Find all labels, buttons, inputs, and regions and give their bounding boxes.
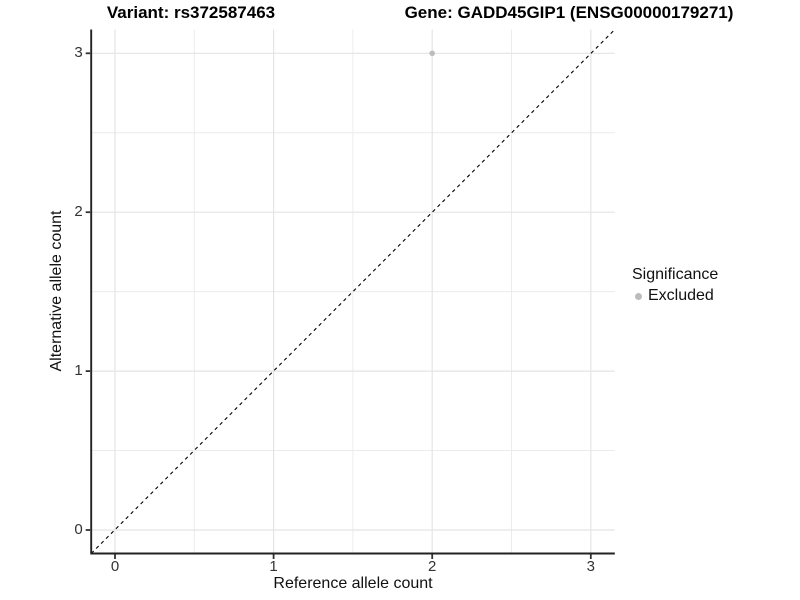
data-points	[429, 50, 436, 57]
y-axis-title: Alternative allele count	[48, 210, 65, 372]
data-point	[429, 50, 436, 57]
y-tick-label: 3	[74, 44, 83, 62]
axis-lines	[90, 29, 615, 555]
major-gridlines	[91, 29, 615, 554]
x-tick-label: 3	[586, 558, 595, 575]
tick-marks	[85, 52, 592, 559]
legend: Significance Excluded	[630, 266, 718, 305]
plot-title-gene: Gene: GADD45GIP1 (ENSG00000179271)	[404, 3, 734, 22]
y-tick-label: 2	[74, 203, 83, 221]
x-tick-label: 0	[110, 558, 120, 575]
y-tick-label: 0	[74, 521, 83, 538]
x-tick-label: 1	[269, 558, 278, 575]
identity-line	[90, 29, 616, 554]
plot-title-variant: Variant: rs372587463	[106, 3, 276, 22]
legend-title: Significance	[632, 266, 719, 283]
x-tick-label: 2	[428, 558, 437, 575]
legend-item-excluded: Excluded	[630, 287, 718, 305]
legend-key-dot	[635, 292, 642, 300]
y-tick-label: 1	[74, 362, 83, 380]
x-axis-title: Reference allele count	[273, 575, 433, 592]
legend-item-label: Excluded	[648, 287, 714, 304]
minor-gridlines	[91, 29, 615, 554]
